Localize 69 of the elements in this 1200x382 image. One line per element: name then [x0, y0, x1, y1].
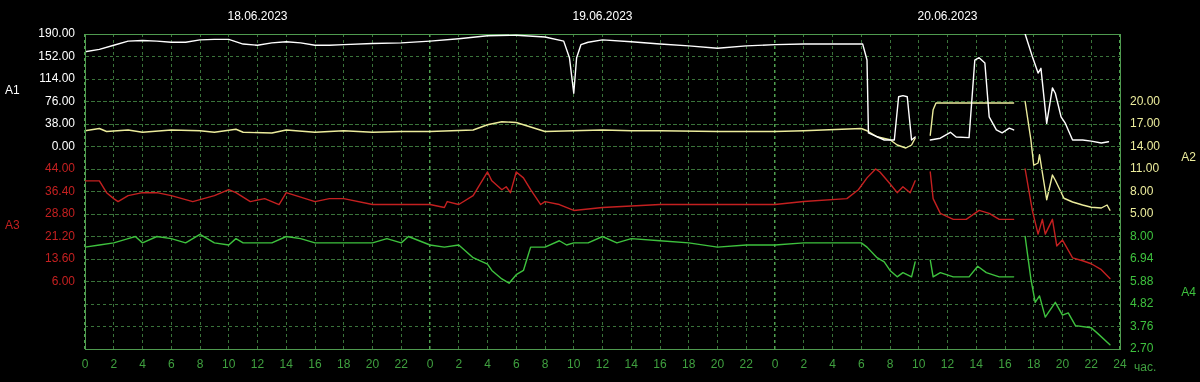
y2-axis-title: A4: [1181, 285, 1197, 300]
y2-tick-label: 8.00: [1130, 183, 1154, 198]
x-tick-label: 20: [710, 356, 725, 371]
x-tick-label: 10: [912, 356, 926, 371]
y-tick-label: 76.00: [44, 93, 76, 108]
x-tick-label: 4: [139, 356, 147, 371]
x-tick-label: 22: [739, 356, 754, 371]
x-tick-label: 18: [337, 356, 351, 371]
y-tick-label: 38.00: [44, 116, 76, 131]
x2-tick-label: 18.06.2023: [227, 9, 288, 24]
x-tick-label: 10: [222, 356, 236, 371]
x-tick-label: 10: [567, 356, 581, 371]
x-tick-label: 0: [426, 356, 434, 371]
y2-tick-label: 11.00: [1130, 161, 1160, 176]
x-tick-label: 12: [250, 356, 265, 371]
y-tick-label: 44.00: [44, 161, 76, 176]
x-tick-label: 18: [1027, 356, 1041, 371]
x2-tick-label: 20.06.2023: [917, 9, 978, 24]
x-tick-label: 16: [308, 356, 322, 371]
y2-tick-label: 6.94: [1130, 251, 1154, 266]
x-tick-label: 14: [279, 356, 294, 371]
x-tick-label: 8: [541, 356, 549, 371]
y2-axis-title: A2: [1181, 150, 1197, 165]
x-tick-label: 8: [886, 356, 894, 371]
x-tick-label: 4: [484, 356, 492, 371]
y2-tick-label: 5.00: [1130, 206, 1154, 221]
y2-tick-label: 14.00: [1130, 138, 1161, 153]
x-tick-label: 20: [1055, 356, 1070, 371]
y2-tick-label: 20.00: [1130, 93, 1161, 108]
y-tick-label: 114.00: [39, 71, 76, 86]
x-tick-label: 6: [167, 356, 175, 371]
x-tick-label: 22: [394, 356, 409, 371]
x-tick-label: 24: [1113, 356, 1127, 371]
y-tick-label: 13.60: [44, 251, 76, 266]
y-tick-label: 21.20: [44, 228, 76, 243]
x-tick-label: 6: [857, 356, 865, 371]
y2-tick-label: 8.00: [1130, 228, 1154, 243]
x-tick-label: 16: [653, 356, 667, 371]
x-tick-label: 4: [829, 356, 837, 371]
x-tick-label: 14: [969, 356, 984, 371]
x-tick-label: 16: [998, 356, 1012, 371]
x-tick-label: 12: [595, 356, 610, 371]
y-tick-label: 152.00: [38, 48, 76, 63]
x-tick-label: 20: [365, 356, 380, 371]
y2-tick-label: 2.70: [1130, 341, 1154, 356]
y-tick-label: 190.00: [38, 26, 76, 41]
y2-tick-label: 4.82: [1130, 296, 1154, 311]
x-tick-label: 18: [682, 356, 696, 371]
x-tick-label: 22: [1084, 356, 1099, 371]
y2-tick-label: 17.00: [1130, 116, 1161, 131]
x-tick-label: 0: [771, 356, 779, 371]
x-tick-label: 0: [81, 356, 89, 371]
x-axis-title: час.: [1134, 360, 1157, 375]
x-tick-label: 2: [110, 356, 118, 371]
x-tick-label: 14: [624, 356, 639, 371]
y2-tick-label: 5.88: [1130, 273, 1154, 288]
x-tick-label: 12: [940, 356, 955, 371]
x-tick-label: 8: [196, 356, 204, 371]
y-axis-title: A3: [5, 217, 20, 232]
x2-tick-label: 19.06.2023: [572, 9, 633, 24]
y-tick-label: 6.00: [51, 273, 76, 288]
y2-tick-label: 3.76: [1130, 318, 1154, 333]
x-tick-label: 2: [800, 356, 808, 371]
y-tick-label: 0.00: [51, 138, 76, 153]
y-axis-title: A1: [5, 82, 20, 97]
y-tick-label: 28.80: [44, 206, 76, 221]
x-tick-label: 6: [512, 356, 520, 371]
y-tick-label: 36.40: [44, 183, 76, 198]
x-tick-label: 2: [455, 356, 463, 371]
